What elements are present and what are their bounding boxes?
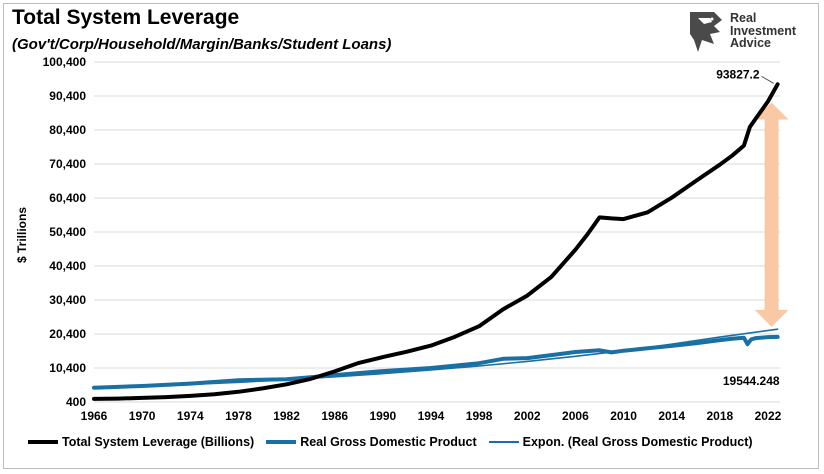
y-axis-label: $ Trillions xyxy=(15,207,29,263)
x-tick-label: 2018 xyxy=(706,409,733,423)
x-axis-ticks: 1966 1970 1974 1978 1982 1986 1990 1994 1998 2002… xyxy=(81,409,782,423)
series-line-0 xyxy=(92,82,780,401)
legend-swatch-expon xyxy=(488,441,519,443)
y-tick-label: 10,400 xyxy=(49,361,86,375)
annotation-gdp-end: 19544.248 xyxy=(723,374,780,388)
x-tick-label: 1978 xyxy=(225,409,252,423)
legend-label-expon: Expon. (Real Gross Domestic Product) xyxy=(522,435,753,449)
legend-label-gdp: Real Gross Domestic Product xyxy=(300,435,477,449)
chart-title: Total System Leverage xyxy=(12,6,240,29)
legend-swatch-gdp xyxy=(266,440,297,444)
chart-subtitle: (Gov't/Corp/Household/Margin/Banks/Stude… xyxy=(12,36,392,53)
double-arrow xyxy=(754,102,789,327)
x-tick-label: 1970 xyxy=(129,409,156,423)
y-tick-label: 90,400 xyxy=(49,89,86,103)
chart-frame xyxy=(3,3,819,469)
y-tick-label: 20,400 xyxy=(49,327,86,341)
eagle-logo-icon xyxy=(690,12,722,52)
x-tick-label: 1994 xyxy=(418,409,445,423)
legend-item-expon: Expon. (Real Gross Domestic Product) xyxy=(488,435,753,449)
legend-item-gdp: Real Gross Domestic Product xyxy=(266,435,477,449)
legend-label-leverage: Total System Leverage (Billions) xyxy=(62,435,255,449)
series-line-2 xyxy=(93,328,779,390)
ria-logo: Real Investment Advice xyxy=(684,10,814,56)
x-tick-label: 1966 xyxy=(81,409,108,423)
logo-line-2: Investment xyxy=(730,23,796,38)
x-tick-label: 2002 xyxy=(514,409,541,423)
logo-line-1: Real xyxy=(730,11,757,25)
x-tick-label: 2014 xyxy=(658,409,685,423)
double-arrow-shape xyxy=(754,102,789,327)
y-tick-label: 100,400 xyxy=(43,55,87,69)
y-tick-label: 400 xyxy=(66,395,86,409)
logo-line-3: Advice xyxy=(730,36,771,50)
series-line-1 xyxy=(92,334,780,390)
legend-item-leverage: Total System Leverage (Billions) xyxy=(28,435,254,449)
y-tick-label: 80,400 xyxy=(49,123,86,137)
legend-swatch-leverage xyxy=(28,440,58,444)
x-tick-label: 2006 xyxy=(562,409,589,423)
chart-legend: Total System Leverage (Billions) Real Gr… xyxy=(28,434,808,450)
gridlines xyxy=(94,61,780,403)
x-tick-label: 1982 xyxy=(273,409,300,423)
y-tick-label: 70,400 xyxy=(49,157,86,171)
y-axis-ticks: 400 10,400 20,400 30,400 40,400 50,400 60,400 7… xyxy=(43,55,87,409)
y-tick-label: 60,400 xyxy=(49,191,86,205)
annotations: 93827.2 19544.248 xyxy=(716,67,780,388)
x-tick-label: 2022 xyxy=(755,409,782,423)
y-tick-label: 50,400 xyxy=(49,225,86,239)
series-lines xyxy=(92,82,780,401)
annotation-leverage-end: 93827.2 xyxy=(716,67,760,81)
x-tick-label: 1998 xyxy=(466,409,493,423)
y-tick-label: 40,400 xyxy=(49,259,86,273)
x-tick-label: 2010 xyxy=(610,409,637,423)
y-tick-label: 30,400 xyxy=(49,293,86,307)
annotation-leader xyxy=(761,75,774,84)
x-tick-label: 1986 xyxy=(321,409,348,423)
x-tick-label: 1974 xyxy=(177,409,204,423)
x-tick-label: 1990 xyxy=(369,409,396,423)
